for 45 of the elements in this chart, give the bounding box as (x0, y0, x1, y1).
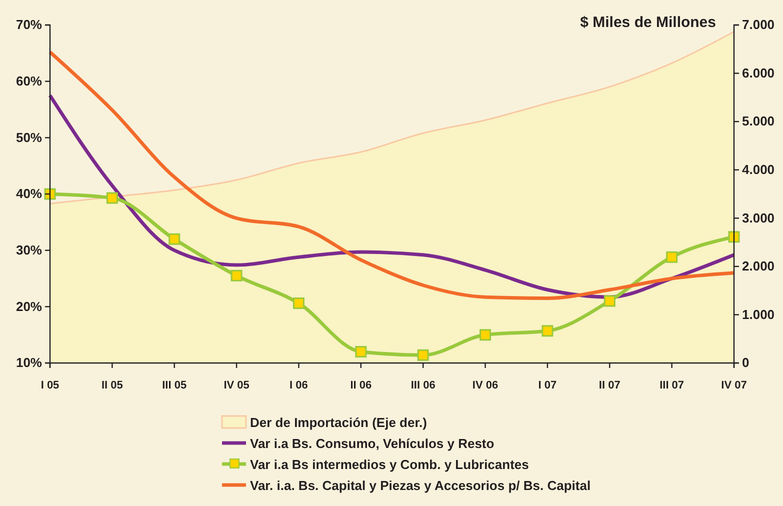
x-tick-label: I 06 (290, 380, 308, 392)
y-tick-label: 20% (16, 298, 42, 314)
point (230, 270, 242, 282)
point (168, 233, 180, 245)
y2-tick-label: 6.000 (742, 65, 775, 80)
y2-tick-label: 0 (742, 355, 750, 370)
y2-tick-label: 1.000 (742, 306, 775, 322)
y-tick-label: 60% (16, 73, 42, 88)
point (355, 346, 367, 358)
y-tick-label: 70% (16, 17, 42, 32)
point (106, 192, 118, 204)
point (542, 325, 554, 337)
y-tick-label: 10% (16, 355, 42, 370)
point (292, 298, 304, 310)
y-tick-label: 30% (16, 242, 42, 258)
point (666, 251, 678, 263)
y2-tick-label: 2.000 (742, 258, 775, 274)
line-series (48, 50, 736, 300)
x-tick-label: IV 07 (721, 380, 747, 392)
point (44, 188, 56, 200)
legend-label: Der de Importación (Eje der.) (250, 415, 427, 430)
x-tick-label: I 05 (40, 380, 60, 392)
legend-label: Var i.a Bs intermedios y Comb. y Lubricantes (250, 457, 529, 472)
point (480, 329, 492, 341)
y2-axis-title: $ Miles de Millones (580, 14, 716, 31)
y-tick-label: 40% (16, 186, 42, 202)
x-tick-label: I 07 (538, 380, 557, 392)
x-tick-label: III 05 (162, 380, 187, 392)
x-tick-label: IV 06 (472, 380, 498, 392)
y2-tick-label: 5.000 (742, 114, 775, 129)
x-tick-label: III 07 (660, 380, 684, 392)
point (417, 349, 429, 361)
y2-tick-label: 3.000 (742, 210, 775, 226)
x-tick-label: II 05 (101, 380, 123, 392)
x-tick-label: II 06 (350, 380, 372, 392)
point (728, 231, 740, 243)
y2-tick-label: 4.000 (742, 162, 775, 178)
legend-label: Var i.a Bs. Consumo, Vehículos y Resto (250, 436, 494, 451)
point (604, 295, 616, 307)
x-tick-label: II 07 (598, 380, 620, 392)
y-tick-label: 50% (16, 130, 42, 145)
x-tick-label: IV 05 (224, 380, 250, 392)
y2-tick-label: 7.000 (742, 17, 775, 32)
legend-label: Var. i.a. Bs. Capital y Piezas y Accesorios p/ Bs. Capital (250, 478, 591, 493)
x-tick-label: III 06 (410, 380, 436, 392)
